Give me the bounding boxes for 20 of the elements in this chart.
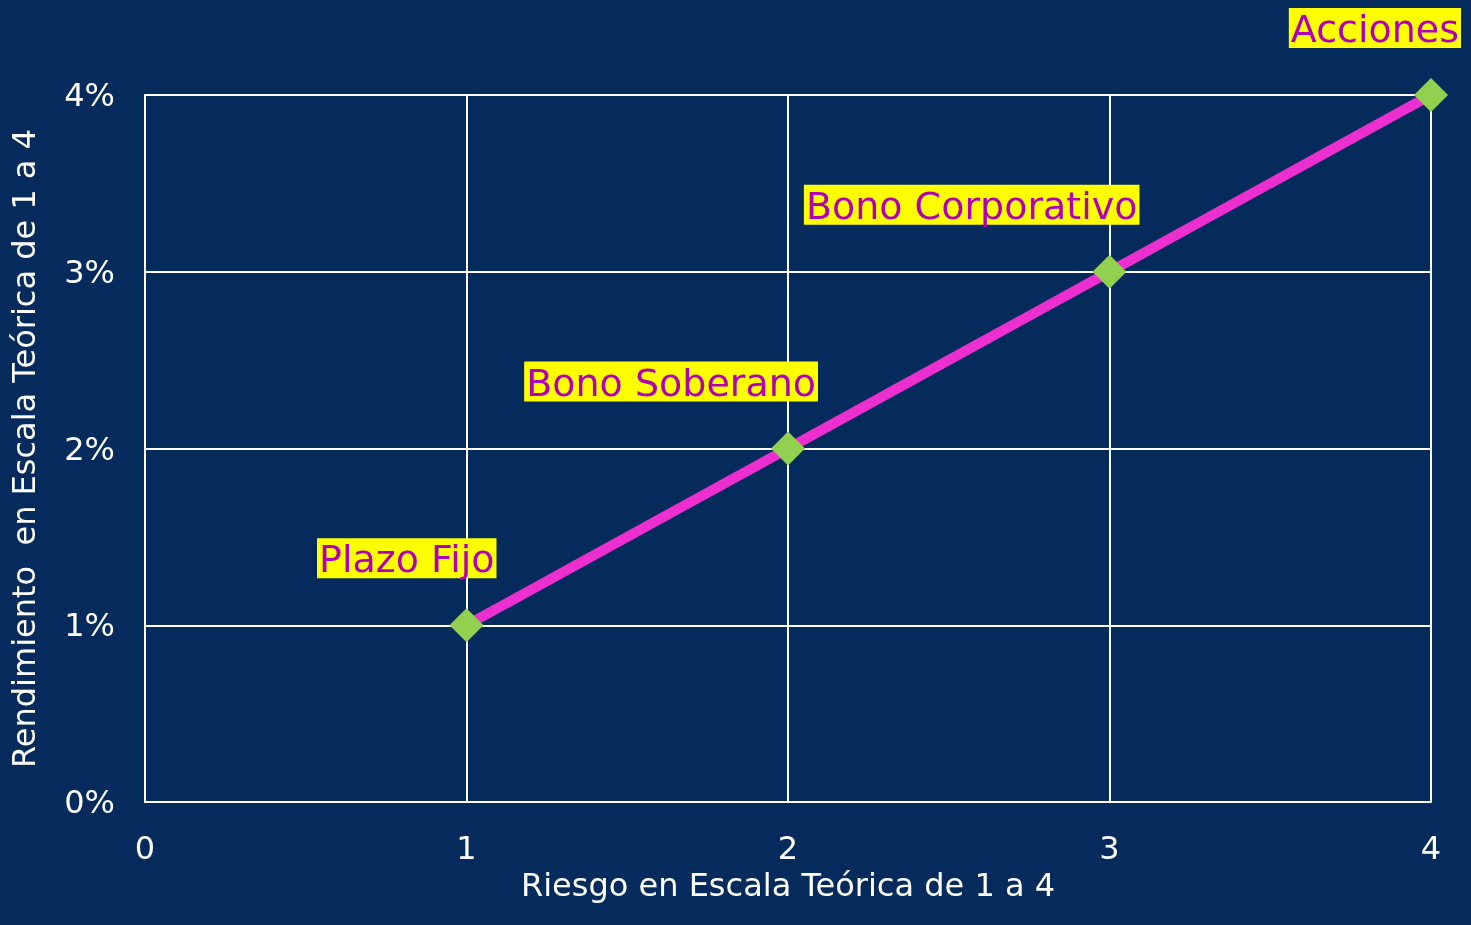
y-tick-label: 4%	[64, 76, 115, 114]
y-axis-title: Rendimiento en Escala Teórica de 1 a 4	[5, 128, 43, 769]
y-tick-label: 1%	[64, 606, 115, 645]
x-tick-label: 0	[134, 829, 156, 867]
point	[449, 608, 484, 643]
point	[771, 431, 805, 466]
annotation: Plazo Fijo	[319, 537, 495, 582]
y-tick-label: 0%	[64, 783, 115, 821]
y-tick-label: 3%	[64, 252, 115, 291]
annotation: Acciones	[1290, 7, 1459, 51]
annotation: Bono Soberano	[526, 360, 816, 405]
y-tick-label: 2%	[64, 429, 115, 468]
x-tick-label: 2	[777, 829, 799, 867]
x-tick-label: 4	[1420, 829, 1442, 867]
point	[1414, 78, 1448, 112]
x-tick-label: 1	[456, 829, 477, 867]
annotation: Bono Corporativo	[805, 183, 1138, 228]
point	[1092, 254, 1127, 289]
x-tick-label: 3	[1099, 829, 1120, 867]
x-axis-title: Riesgo en Escala Teórica de 1 a 4	[520, 865, 1056, 904]
